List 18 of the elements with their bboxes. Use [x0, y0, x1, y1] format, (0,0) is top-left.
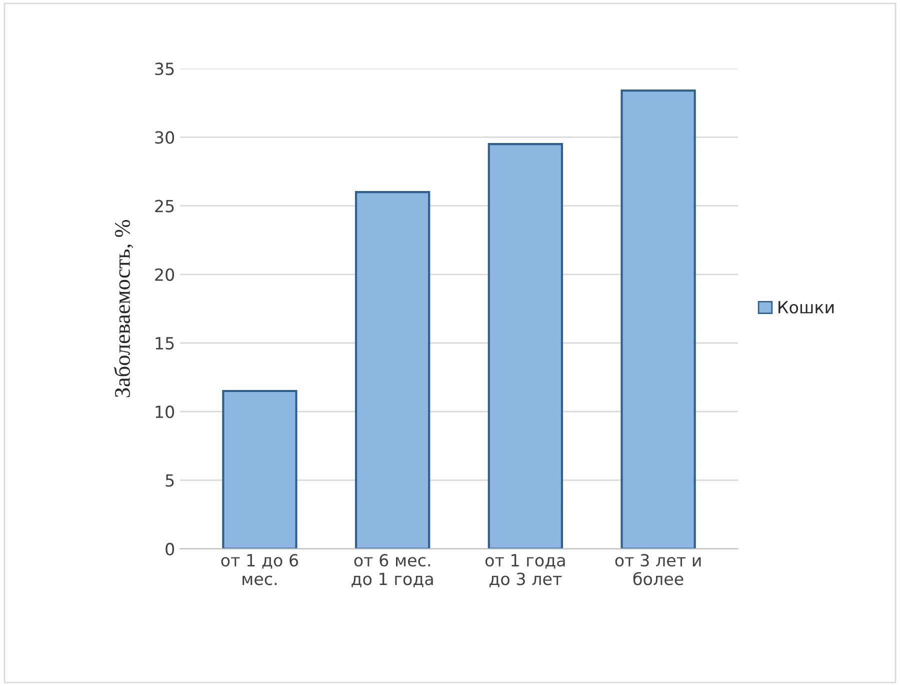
x-tick-label: от 6 мес. до 1 года: [352, 554, 433, 588]
y-tick-label: 10: [156, 406, 174, 418]
y-tick-label: 30: [155, 131, 174, 144]
y-tick-label: 25: [155, 200, 174, 212]
x-tick-label: от 1 года до 3 лет: [485, 554, 565, 588]
y-tick-label: 0: [166, 542, 174, 556]
bar: [620, 90, 696, 549]
y-axis-title: Заболеваемость, %: [114, 220, 134, 398]
y-tick-label: 20: [155, 268, 174, 281]
y-tick-label: 35: [155, 62, 174, 76]
bar: [222, 390, 298, 549]
x-tick-label: от 1 до 6 мес.: [221, 554, 298, 586]
x-tick-label: от 3 лет и более: [615, 554, 701, 586]
bar: [354, 191, 430, 549]
y-tick-label: 15: [156, 337, 174, 350]
y-tick-label: 5: [166, 474, 174, 487]
legend-label: Кошки: [778, 301, 834, 314]
bar: [488, 143, 564, 549]
